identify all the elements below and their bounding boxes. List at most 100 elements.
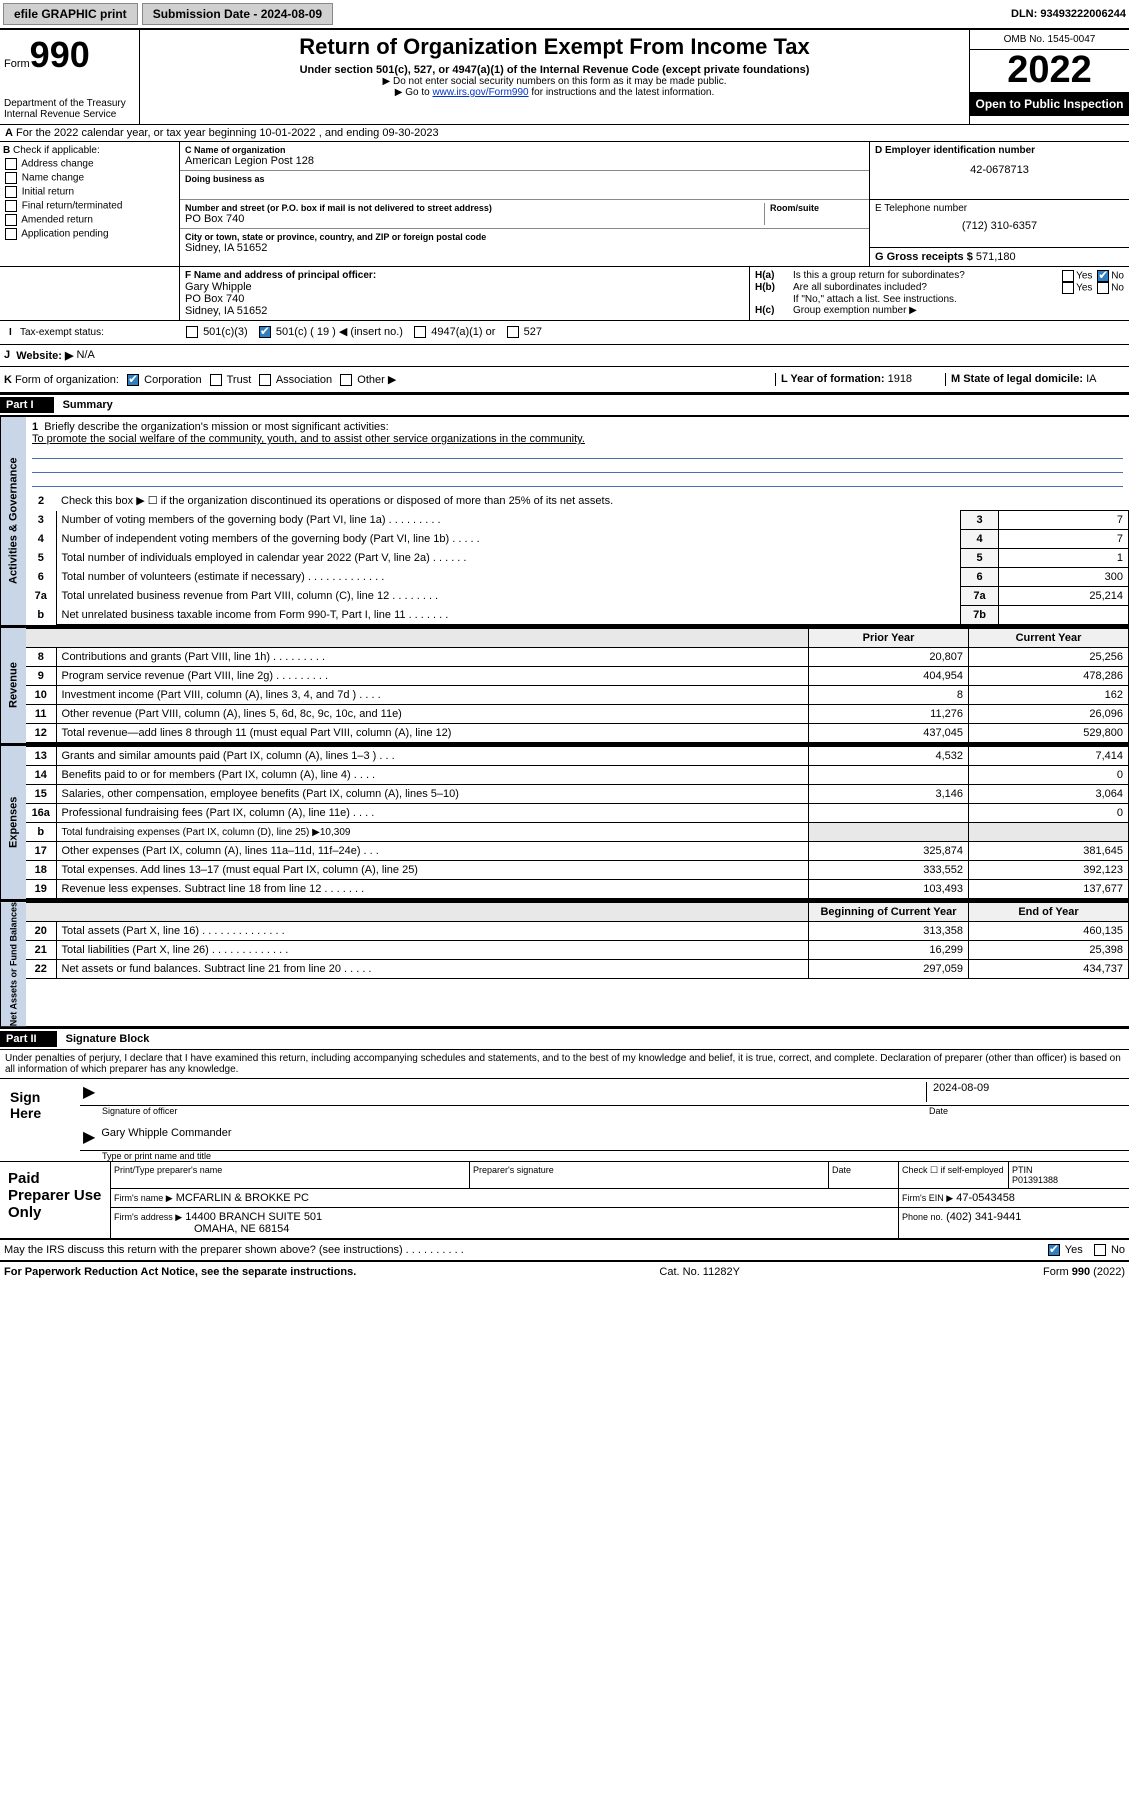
table-row: 18Total expenses. Add lines 13–17 (must … xyxy=(26,861,1129,880)
f-officer-addr2: Sidney, IA 51652 xyxy=(185,305,744,317)
room-label: Room/suite xyxy=(770,203,864,213)
cb-527[interactable] xyxy=(507,326,519,338)
prior-year-hdr: Prior Year xyxy=(809,629,969,648)
form-header: Form990 Department of the Treasury Inter… xyxy=(0,30,1129,125)
footer-right: Form 990 (2022) xyxy=(1043,1266,1125,1278)
table-row: 20Total assets (Part X, line 16) . . . .… xyxy=(26,922,1129,941)
footer-left: For Paperwork Reduction Act Notice, see … xyxy=(4,1266,356,1278)
table-row: 17Other expenses (Part IX, column (A), l… xyxy=(26,842,1129,861)
c-name-label: C Name of organization xyxy=(185,145,864,155)
line16b-text: Total fundraising expenses (Part IX, col… xyxy=(56,823,809,842)
table-row: 22Net assets or fund balances. Subtract … xyxy=(26,960,1129,979)
phone-label: Phone no. xyxy=(902,1212,943,1222)
org-address: PO Box 740 xyxy=(185,213,764,225)
cb-other[interactable] xyxy=(340,374,352,386)
tab-activities: Activities & Governance xyxy=(0,417,26,625)
firm-name-label: Firm's name ▶ xyxy=(114,1193,173,1203)
line4-value: 7 xyxy=(999,530,1129,549)
cb-discuss-no[interactable] xyxy=(1094,1244,1106,1256)
hc-text: Group exemption number ▶ xyxy=(793,305,917,316)
cb-trust[interactable] xyxy=(210,374,222,386)
e-phone-value: (712) 310-6357 xyxy=(875,220,1124,232)
cb-hb-no[interactable] xyxy=(1097,282,1109,294)
addr-label: Number and street (or P.O. box if mail i… xyxy=(185,203,764,213)
current-year-hdr: Current Year xyxy=(969,629,1129,648)
f-officer-addr1: PO Box 740 xyxy=(185,293,744,305)
governance-table: 2Check this box ▶ ☐ if the organization … xyxy=(26,491,1129,625)
line2-text: Check this box ▶ ☐ if the organization d… xyxy=(56,491,1129,511)
l-label: L Year of formation: xyxy=(781,373,885,385)
sig-date-label: Date xyxy=(929,1106,1129,1116)
efile-button[interactable]: efile GRAPHIC print xyxy=(3,3,138,25)
check-b-lead: B xyxy=(3,145,10,156)
phone-value: (402) 341-9441 xyxy=(946,1211,1021,1223)
line7b-text: Net unrelated business taxable income fr… xyxy=(56,606,961,625)
cb-hb-yes[interactable] xyxy=(1062,282,1074,294)
paid-preparer-label: Paid Preparer Use Only xyxy=(0,1162,110,1238)
sign-here-label: Sign Here xyxy=(0,1079,80,1161)
ha-lead: H(a) xyxy=(755,270,793,282)
cb-name-change[interactable] xyxy=(5,172,17,184)
table-row: 14Benefits paid to or for members (Part … xyxy=(26,766,1129,785)
cb-amended[interactable] xyxy=(5,214,17,226)
line7b-value xyxy=(999,606,1129,625)
form-number: 990 xyxy=(30,34,90,75)
sign-date: 2024-08-09 xyxy=(926,1082,1126,1102)
table-row: 10Investment income (Part VIII, column (… xyxy=(26,686,1129,705)
d-ein-value: 42-0678713 xyxy=(875,164,1124,176)
firm-ein: 47-0543458 xyxy=(956,1192,1015,1204)
line7a-value: 25,214 xyxy=(999,587,1129,606)
form-subtitle: Under section 501(c), 527, or 4947(a)(1)… xyxy=(148,64,961,76)
dln-label: DLN: 93493222006244 xyxy=(1011,8,1126,20)
cb-final-return[interactable] xyxy=(5,200,17,212)
cb-assoc[interactable] xyxy=(259,374,271,386)
firm-name: MCFARLIN & BROKKE PC xyxy=(176,1192,309,1204)
table-row: 13Grants and similar amounts paid (Part … xyxy=(26,747,1129,766)
form-note1: ▶ Do not enter social security numbers o… xyxy=(148,76,961,87)
part2-header: Part II xyxy=(0,1031,57,1047)
line3-text: Number of voting members of the governin… xyxy=(56,511,961,530)
ptin-value: P01391388 xyxy=(1012,1175,1126,1185)
g-gross-label: G Gross receipts $ xyxy=(875,251,973,263)
discuss-label: May the IRS discuss this return with the… xyxy=(4,1244,1046,1256)
tab-expenses: Expenses xyxy=(0,746,26,899)
sig-officer-label: Signature of officer xyxy=(80,1106,929,1116)
part1-header: Part I xyxy=(0,397,54,413)
dept-treasury: Department of the Treasury xyxy=(4,98,135,109)
line6-text: Total number of volunteers (estimate if … xyxy=(56,568,961,587)
prep-name-label: Print/Type preparer's name xyxy=(111,1162,470,1188)
j-label: Website: ▶ xyxy=(16,349,73,362)
mission-text: To promote the social welfare of the com… xyxy=(32,433,585,445)
arrow-icon: ▶ xyxy=(83,1127,95,1147)
cb-4947[interactable] xyxy=(414,326,426,338)
arrow-icon: ▶ xyxy=(83,1082,95,1102)
cb-initial-return[interactable] xyxy=(5,186,17,198)
cb-app-pending[interactable] xyxy=(5,228,17,240)
f-label: F Name and address of principal officer: xyxy=(185,270,376,281)
irs-link[interactable]: www.irs.gov/Form990 xyxy=(432,87,528,98)
part1-title: Summary xyxy=(63,399,113,411)
cb-address-change[interactable] xyxy=(5,158,17,170)
cb-discuss-yes[interactable] xyxy=(1048,1244,1060,1256)
cb-corp[interactable] xyxy=(127,374,139,386)
k-label: Form of organization: xyxy=(15,374,119,386)
footer-mid: Cat. No. 11282Y xyxy=(659,1266,740,1278)
m-label: M State of legal domicile: xyxy=(951,373,1083,385)
table-row: 15Salaries, other compensation, employee… xyxy=(26,785,1129,804)
i-lead: I xyxy=(9,327,12,338)
cb-ha-no[interactable] xyxy=(1097,270,1109,282)
check-b-label: Check if applicable: xyxy=(13,145,100,156)
m-value: IA xyxy=(1086,373,1096,385)
line1-label: Briefly describe the organization's miss… xyxy=(44,421,388,433)
h-note: If "No," attach a list. See instructions… xyxy=(755,294,1124,305)
org-name: American Legion Post 128 xyxy=(185,155,864,167)
tab-netassets: Net Assets or Fund Balances xyxy=(0,902,26,1026)
cb-ha-yes[interactable] xyxy=(1062,270,1074,282)
cb-501c[interactable] xyxy=(259,326,271,338)
omb-number: OMB No. 1545-0047 xyxy=(970,30,1129,50)
submission-date-button[interactable]: Submission Date - 2024-08-09 xyxy=(142,3,333,25)
type-name-label: Type or print name and title xyxy=(80,1151,1129,1161)
line3-value: 7 xyxy=(999,511,1129,530)
f-officer-name: Gary Whipple xyxy=(185,281,744,293)
cb-501c3[interactable] xyxy=(186,326,198,338)
